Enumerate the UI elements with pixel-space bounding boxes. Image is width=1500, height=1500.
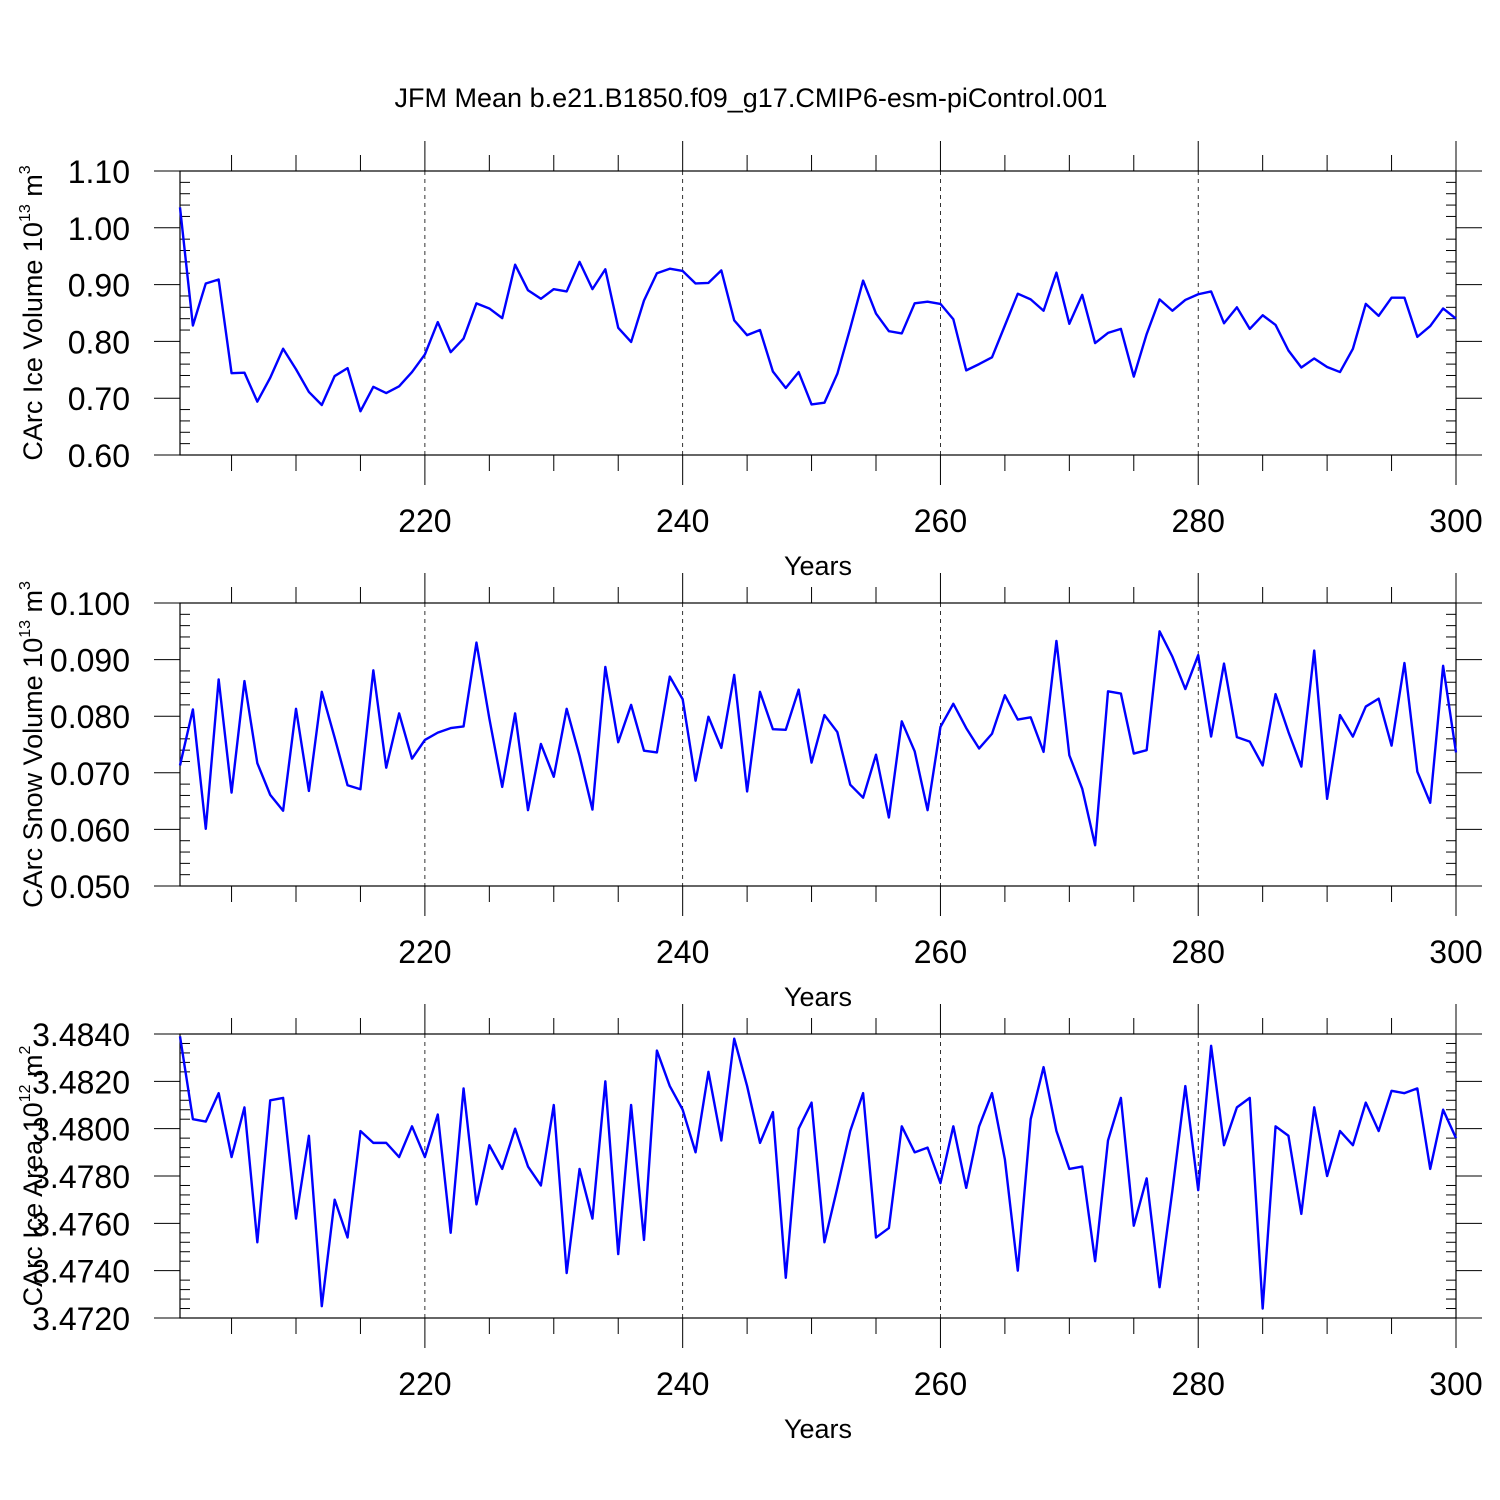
y-tick-label: 1.10	[68, 154, 130, 190]
y-tick-label: 0.70	[68, 381, 130, 417]
y-tick-label: 0.090	[50, 643, 130, 679]
y-tick-label: 3.4720	[32, 1301, 130, 1337]
x-axis-title: Years	[784, 551, 852, 581]
panel-snow-volume: 220 240 260 280 300 0.050 0.060 0.070 0.080 0.090…	[17, 573, 1483, 1012]
y-axis-title: CArc Snow Volume 1013 m3	[17, 581, 48, 908]
y-tick-label: 0.060	[50, 812, 130, 848]
y-tick-label: 0.80	[68, 324, 130, 360]
x-axis-title: Years	[784, 1414, 852, 1444]
y-tick-label: 0.050	[50, 869, 130, 905]
y-tick-label: 3.4820	[32, 1064, 130, 1100]
x-tick-label: 280	[1172, 1366, 1225, 1402]
x-tick-label: 220	[398, 503, 451, 539]
y-tick-label: 0.080	[50, 699, 130, 735]
plot-frame	[179, 170, 1457, 456]
panel-ice-volume: 220 240 260 280 300 0.60 0.70 0.80 0.90 1.00 1.10 Y…	[17, 141, 1483, 581]
x-tick-label: 300	[1429, 934, 1482, 970]
x-tick-label: 240	[656, 934, 709, 970]
x-tick-label: 260	[914, 934, 967, 970]
x-axis-title: Years	[784, 982, 852, 1012]
series-line	[178, 630, 1458, 847]
series-line	[178, 1036, 1458, 1310]
x-tick-label: 220	[398, 934, 451, 970]
x-tick-label: 280	[1172, 934, 1225, 970]
y-axis-title: CArc Ice Volume 1013 m3	[17, 165, 48, 460]
x-tick-label: 240	[656, 1366, 709, 1402]
panel-ice-area: 220 240 260 280 300 3.4720 3.4740 3.4760 3.4780 3…	[17, 1004, 1483, 1444]
y-tick-label: 0.60	[68, 438, 130, 474]
y-tick-label: 3.4740	[32, 1254, 130, 1290]
y-tick-label: 1.00	[68, 211, 130, 247]
x-tick-label: 220	[398, 1366, 451, 1402]
x-tick-label: 300	[1429, 1366, 1482, 1402]
y-tick-label: 0.90	[68, 268, 130, 304]
y-tick-label: 0.100	[50, 586, 130, 622]
y-tick-label: 3.4760	[32, 1206, 130, 1242]
chart-title: JFM Mean b.e21.B1850.f09_g17.CMIP6-esm-p…	[395, 83, 1108, 113]
series-line	[178, 207, 1457, 413]
y-tick-label: 0.070	[50, 756, 130, 792]
y-axis-title: CArc Ice Area 1012 m2	[17, 1046, 48, 1307]
plot-frame	[179, 602, 1457, 887]
y-tick-label: 3.4780	[32, 1159, 130, 1195]
x-tick-label: 260	[914, 1366, 967, 1402]
x-tick-label: 240	[656, 503, 709, 539]
y-tick-label: 3.4840	[32, 1017, 130, 1053]
y-tick-label: 3.4800	[32, 1112, 130, 1148]
x-tick-label: 260	[914, 503, 967, 539]
x-tick-label: 280	[1172, 503, 1225, 539]
x-tick-label: 300	[1429, 503, 1482, 539]
